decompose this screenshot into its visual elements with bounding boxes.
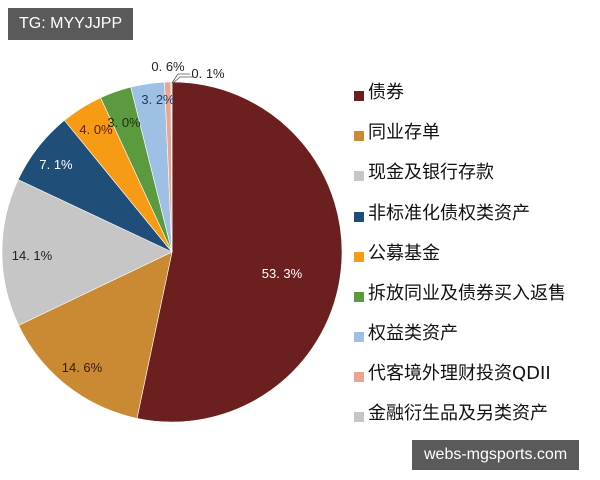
legend-label: 公募基金	[368, 243, 440, 264]
legend-swatch-interbank-lending-repo	[354, 292, 364, 302]
legend-swatch-public-funds	[354, 252, 364, 262]
legend-swatch-qdii	[354, 372, 364, 382]
slice-value-label: 53. 3%	[262, 266, 303, 281]
pie-labels: 53. 3% 14. 6% 14. 1% 7. 1% 4. 0%3. 0%3. 2% 0.…	[12, 59, 303, 375]
pie-slice	[170, 81, 173, 253]
legend-swatch-bonds	[354, 91, 364, 101]
pie-slice	[1, 179, 173, 326]
watermark-top: TG: MYYJJPP	[8, 8, 134, 40]
legend-label: 债券	[368, 82, 404, 103]
legend-swatch-equity	[354, 332, 364, 342]
legend-swatch-non-standard-debt	[354, 212, 364, 222]
legend-label: 代客境外理财投资QDII	[368, 363, 551, 384]
pie-slices	[1, 81, 343, 423]
legend-label: 同业存单	[368, 122, 440, 143]
legend-label: 金融衍生品及另类资产	[368, 403, 548, 424]
slice-value-label: 14. 6%	[62, 360, 103, 375]
legend-swatch-cash-deposits	[354, 171, 364, 181]
pie-slice	[18, 251, 173, 419]
legend-label: 拆放同业及债券买入返售	[368, 283, 566, 304]
slice-value-label: 14. 1%	[12, 248, 53, 263]
slice-value-label: 0. 6%	[151, 59, 185, 74]
slice-value-label: 3. 0%	[107, 115, 141, 130]
slice-value-label: 7. 1%	[39, 157, 73, 172]
legend-swatch-derivatives-alternatives	[354, 412, 364, 422]
slice-value-label: 0. 1%	[191, 66, 225, 81]
legend-label: 现金及银行存款	[368, 162, 494, 183]
legend-swatch-interbank-cd	[354, 131, 364, 141]
legend-label: 非标准化债权类资产	[368, 203, 530, 224]
pie-slice	[136, 81, 343, 423]
leader-line	[172, 76, 193, 84]
legend-label: 权益类资产	[368, 323, 458, 344]
slice-value-label: 4. 0%	[79, 122, 113, 137]
watermark-bottom: webs-mgsports.com	[412, 440, 580, 470]
slice-value-label: 3. 2%	[141, 92, 175, 107]
leader-line	[171, 73, 190, 84]
